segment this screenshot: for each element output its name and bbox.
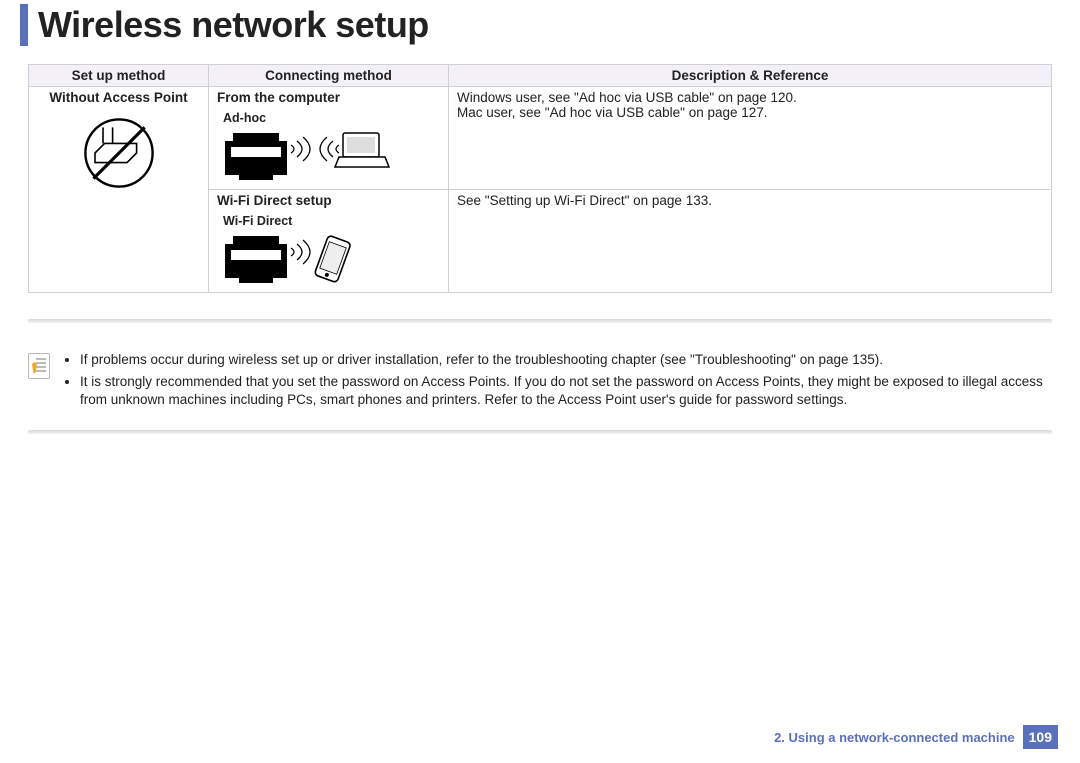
adhoc-label: Ad-hoc bbox=[223, 111, 440, 125]
page-title-region: Wireless network setup bbox=[0, 0, 1080, 54]
connecting-method-cell-wifidirect: Wi-Fi Direct setup Wi-Fi Direct bbox=[209, 190, 449, 293]
adhoc-desc-windows: Windows user, see "Ad hoc via USB cable"… bbox=[457, 90, 1043, 105]
main-content: Set up method Connecting method Descript… bbox=[0, 54, 1080, 434]
table-header-connecting: Connecting method bbox=[209, 65, 449, 87]
footer-chapter: 2. Using a network-connected machine bbox=[774, 730, 1015, 745]
wifidirect-label: Wi-Fi Direct bbox=[223, 214, 440, 228]
setup-method-label: Without Access Point bbox=[37, 90, 200, 105]
title-accent-bar bbox=[20, 4, 28, 46]
footer-page-number: 109 bbox=[1023, 725, 1058, 749]
table-header-setup: Set up method bbox=[29, 65, 209, 87]
no-access-point-icon bbox=[79, 113, 159, 193]
description-cell-adhoc: Windows user, see "Ad hoc via USB cable"… bbox=[449, 87, 1052, 190]
page-title: Wireless network setup bbox=[38, 4, 429, 46]
note-icon bbox=[28, 353, 50, 379]
adhoc-desc-mac: Mac user, see "Ad hoc via USB cable" on … bbox=[457, 105, 1043, 120]
table-row: Without Access Point From the computer bbox=[29, 87, 1052, 190]
connecting-title-wifidirect: Wi-Fi Direct setup bbox=[217, 193, 440, 208]
note-divider-bottom bbox=[28, 430, 1052, 434]
adhoc-illustration-icon bbox=[221, 127, 391, 182]
wifidirect-desc: See "Setting up Wi-Fi Direct" on page 13… bbox=[457, 193, 1043, 208]
wifi-direct-illustration-icon bbox=[221, 230, 361, 285]
note-block: If problems occur during wireless set up… bbox=[28, 345, 1052, 428]
note-list: If problems occur during wireless set up… bbox=[62, 351, 1052, 414]
setup-method-cell: Without Access Point bbox=[29, 87, 209, 293]
connecting-title-adhoc: From the computer bbox=[217, 90, 440, 105]
note-divider-top bbox=[28, 319, 1052, 323]
description-cell-wifidirect: See "Setting up Wi-Fi Direct" on page 13… bbox=[449, 190, 1052, 293]
note-item: It is strongly recommended that you set … bbox=[80, 373, 1052, 409]
table-header-description: Description & Reference bbox=[449, 65, 1052, 87]
note-item: If problems occur during wireless set up… bbox=[80, 351, 1052, 369]
setup-table: Set up method Connecting method Descript… bbox=[28, 64, 1052, 293]
page-footer: 2. Using a network-connected machine 109 bbox=[774, 725, 1058, 749]
connecting-method-cell-adhoc: From the computer Ad-hoc bbox=[209, 87, 449, 190]
